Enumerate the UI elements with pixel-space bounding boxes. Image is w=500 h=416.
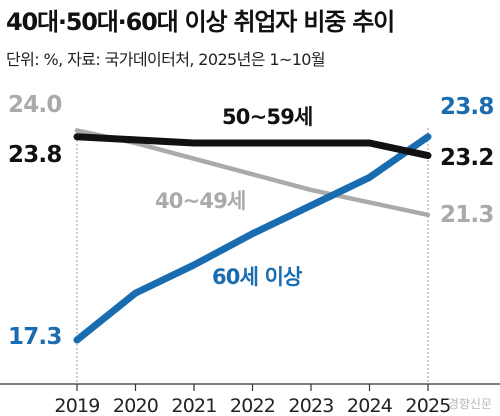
x-tick-label: 2025 [405, 395, 450, 416]
chart-subtitle: 단위: %, 자료: 국가데이터처, 2025년은 1~10월 [6, 50, 326, 69]
series-line-2 [73, 133, 432, 344]
x-tick-label: 2019 [54, 395, 99, 416]
x-tick-label: 2021 [171, 395, 216, 416]
series-name-label-2: 60세 이상 [212, 265, 302, 289]
x-tick-label: 2023 [288, 395, 333, 416]
x-tick-label: 2024 [347, 395, 393, 416]
series-line-0 [73, 133, 432, 160]
x-tick-label: 2022 [230, 395, 275, 416]
series-name-label-1: 40~49세 [155, 189, 246, 213]
data-label-start_label-0: 23.8 [8, 142, 62, 168]
data-label-start_label-2: 17.3 [8, 324, 62, 350]
series-name-label-0: 50~59세 [222, 105, 313, 129]
watermark: 경향신문 [447, 397, 492, 411]
data-label-end_label-0: 23.2 [440, 145, 494, 171]
data-label-end_label-2: 23.8 [440, 94, 494, 120]
data-label-end_label-1: 21.3 [440, 202, 494, 228]
x-tick-label: 2020 [113, 395, 158, 416]
chart-title: 40대·50대·60대 이상 취업자 비중 추이 [6, 8, 395, 36]
data-label-start_label-1: 24.0 [8, 92, 62, 118]
